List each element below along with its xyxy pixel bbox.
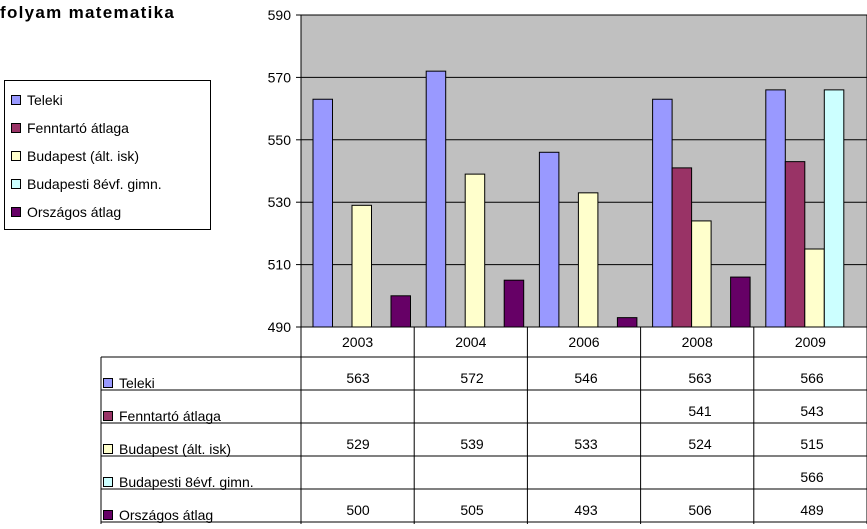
y-tick-label: 490: [268, 319, 292, 335]
legend-item-gimn: Budapesti 8évf. gimn.: [11, 174, 162, 194]
chart-title: folyam matematika: [0, 3, 176, 22]
legend-swatch-teleki: [11, 95, 21, 105]
bar-budapest-lt-isk--2009: [804, 248, 825, 328]
bar-teleki-2008: [652, 98, 673, 328]
bar-fenntart-tlaga-2009: [784, 161, 806, 328]
legend-item-orszagos: Országos átlag: [11, 202, 121, 222]
legend-item-teleki: Teleki: [11, 90, 63, 110]
table-header-cell: 2004: [455, 334, 486, 350]
legend-item-fenntarto: Fenntartó átlaga: [11, 118, 129, 138]
y-tick-label: 530: [268, 194, 292, 210]
table-header-cell: 2009: [795, 334, 826, 350]
legend-swatch-budapest: [11, 151, 21, 161]
bar-teleki-2004: [425, 70, 447, 328]
legend-label-orszagos: Országos átlag: [27, 204, 122, 220]
bar-fenntart-tlaga-2008: [671, 167, 693, 328]
bar-teleki-2006: [538, 151, 560, 328]
legend-label-fenntarto: Fenntartó átlaga: [27, 120, 129, 136]
y-tick-label: 550: [268, 132, 292, 148]
bar-budapest-lt-isk--2003: [351, 204, 372, 328]
bar-teleki-2009: [765, 89, 786, 328]
bar-teleki-2003: [312, 98, 333, 328]
legend-label-gimn: Budapesti 8évf. gimn.: [27, 176, 162, 192]
bar-orsz-gos-tlag-2004: [503, 279, 525, 328]
bar-budapest-lt-isk--2008: [691, 220, 712, 328]
bar-orsz-gos-tlag-2006: [616, 317, 638, 328]
bar-orsz-gos-tlag-2008: [730, 276, 751, 328]
legend-swatch-orszagos: [11, 207, 21, 217]
bar-budapest-lt-isk--2006: [577, 192, 599, 328]
legend-label-teleki: Teleki: [27, 92, 63, 108]
legend-swatch-fenntarto: [11, 123, 21, 133]
bar-budapesti-8-vf-gimn--2009: [823, 89, 845, 328]
bar-budapest-lt-isk--2004: [464, 173, 486, 328]
legend-swatch-gimn: [11, 179, 21, 189]
legend-label-budapest: Budapest (ált. isk): [27, 148, 140, 164]
y-tick-label: 590: [268, 7, 292, 23]
legend: Teleki Fenntartó átlaga Budapest (ált. i…: [4, 80, 211, 230]
y-tick-label: 570: [268, 69, 292, 85]
table-header-cell: 2008: [682, 334, 713, 350]
legend-item-budapest: Budapest (ált. isk): [11, 146, 139, 166]
table-header-cell: 2006: [568, 334, 599, 350]
bar-orsz-gos-tlag-2003: [390, 295, 411, 328]
y-tick-label: 510: [268, 257, 292, 273]
table-header-cell: 2003: [342, 334, 373, 350]
